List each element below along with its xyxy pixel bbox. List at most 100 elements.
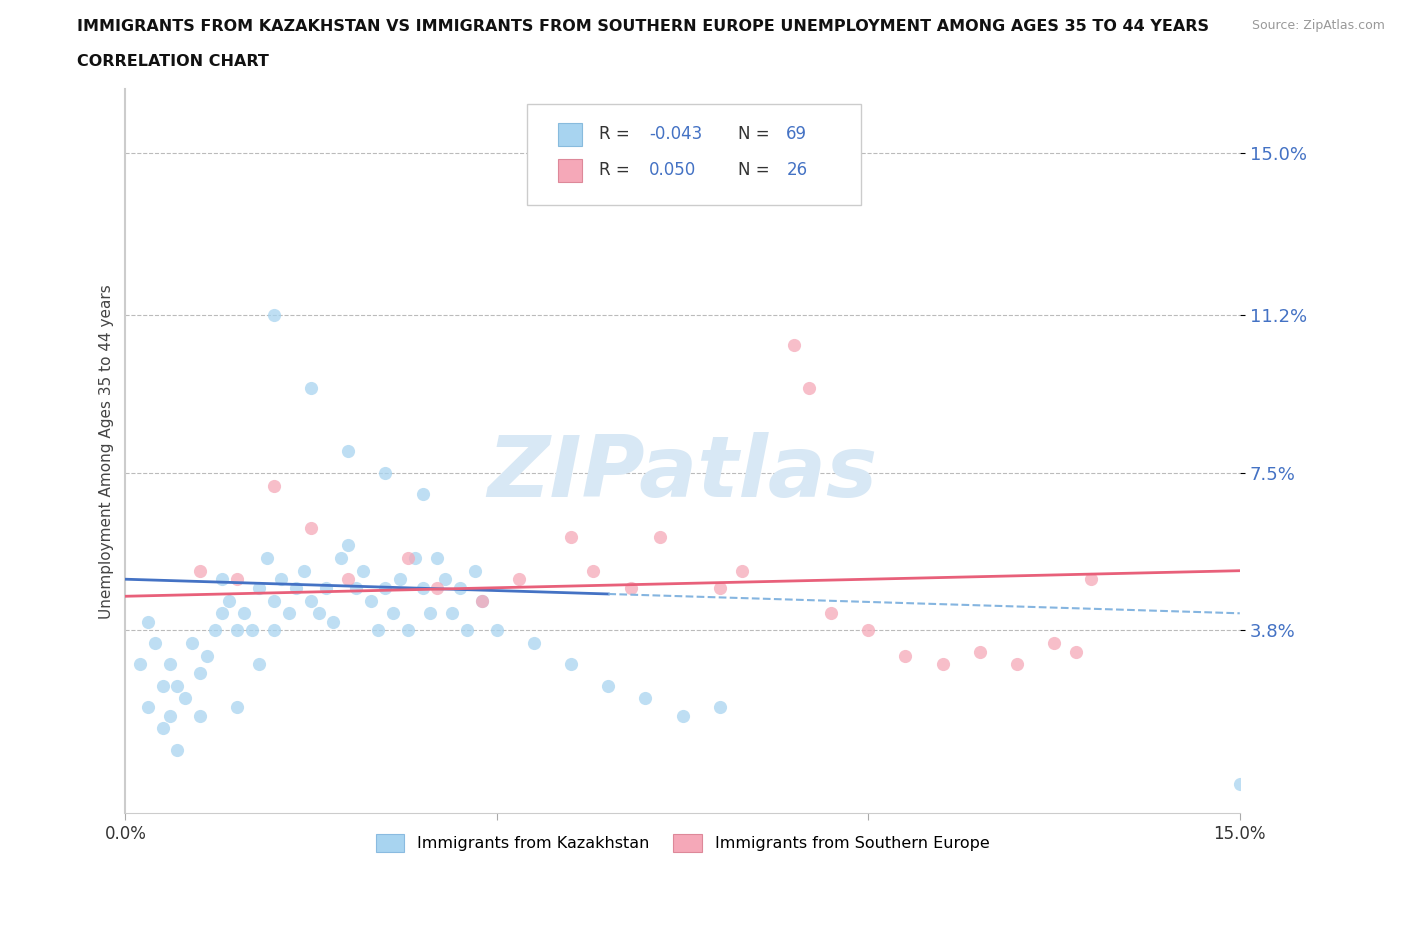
Point	[634, 691, 657, 706]
Point	[247, 580, 270, 595]
Point	[136, 615, 159, 630]
Text: R =: R =	[599, 125, 636, 142]
Text: IMMIGRANTS FROM KAZAKHSTAN VS IMMIGRANTS FROM SOUTHERN EUROPE UNEMPLOYMENT AMONG: IMMIGRANTS FROM KAZAKHSTAN VS IMMIGRANTS…	[77, 19, 1209, 33]
Point	[218, 593, 240, 608]
Point	[225, 572, 247, 587]
Text: 0.050: 0.050	[650, 161, 696, 179]
Point	[931, 657, 953, 671]
Point	[1043, 636, 1066, 651]
Point	[412, 580, 434, 595]
Text: CORRELATION CHART: CORRELATION CHART	[77, 54, 269, 69]
Point	[329, 551, 352, 565]
Point	[820, 605, 842, 620]
Point	[285, 580, 308, 595]
Point	[456, 623, 478, 638]
Point	[598, 678, 620, 693]
Point	[360, 593, 382, 608]
Point	[797, 380, 820, 395]
Point	[582, 564, 605, 578]
Point	[188, 564, 211, 578]
Point	[433, 572, 456, 587]
Point	[894, 648, 917, 663]
Point	[381, 605, 404, 620]
Point	[426, 551, 449, 565]
Point	[337, 572, 360, 587]
Point	[620, 580, 643, 595]
Point	[277, 605, 299, 620]
FancyBboxPatch shape	[527, 104, 860, 206]
Text: 26: 26	[786, 161, 807, 179]
Point	[299, 593, 322, 608]
Point	[560, 657, 582, 671]
Point	[523, 636, 546, 651]
Point	[783, 338, 806, 352]
Point	[270, 572, 292, 587]
Point	[166, 678, 188, 693]
Point	[143, 636, 166, 651]
Point	[129, 657, 152, 671]
Point	[969, 644, 991, 659]
Point	[263, 308, 285, 323]
Point	[426, 580, 449, 595]
Point	[256, 551, 278, 565]
Point	[471, 593, 494, 608]
Point	[337, 538, 360, 552]
Point	[247, 657, 270, 671]
Point	[508, 572, 530, 587]
Point	[188, 708, 211, 723]
Point	[389, 572, 412, 587]
Text: N =: N =	[738, 125, 775, 142]
Point	[560, 529, 582, 544]
Point	[1066, 644, 1088, 659]
Point	[166, 742, 188, 757]
Point	[374, 580, 396, 595]
Point	[181, 636, 204, 651]
Point	[731, 564, 754, 578]
Point	[1229, 777, 1251, 791]
Text: 69: 69	[786, 125, 807, 142]
Point	[441, 605, 464, 620]
Point	[404, 551, 426, 565]
Point	[412, 486, 434, 501]
Point	[672, 708, 695, 723]
Text: R =: R =	[599, 161, 640, 179]
Point	[225, 699, 247, 714]
Point	[174, 691, 197, 706]
Y-axis label: Unemployment Among Ages 35 to 44 years: Unemployment Among Ages 35 to 44 years	[100, 284, 114, 618]
Text: N =: N =	[738, 161, 775, 179]
Point	[211, 572, 233, 587]
Point	[152, 678, 174, 693]
Legend: Immigrants from Kazakhstan, Immigrants from Southern Europe: Immigrants from Kazakhstan, Immigrants f…	[367, 827, 998, 860]
Point	[195, 648, 218, 663]
Point	[152, 721, 174, 736]
Point	[159, 708, 181, 723]
Point	[263, 623, 285, 638]
Point	[322, 615, 344, 630]
Point	[233, 605, 256, 620]
Point	[352, 564, 374, 578]
Point	[650, 529, 672, 544]
Point	[1005, 657, 1028, 671]
Point	[204, 623, 226, 638]
Point	[308, 605, 330, 620]
Text: -0.043: -0.043	[650, 125, 703, 142]
Point	[263, 478, 285, 493]
Point	[315, 580, 337, 595]
Point	[211, 605, 233, 620]
Point	[337, 444, 360, 458]
Point	[374, 465, 396, 480]
Point	[299, 521, 322, 536]
Point	[464, 564, 486, 578]
Point	[136, 699, 159, 714]
Point	[367, 623, 389, 638]
Point	[225, 623, 247, 638]
FancyBboxPatch shape	[558, 159, 582, 182]
FancyBboxPatch shape	[558, 123, 582, 146]
Point	[292, 564, 315, 578]
Text: Source: ZipAtlas.com: Source: ZipAtlas.com	[1251, 19, 1385, 32]
Point	[419, 605, 441, 620]
Point	[299, 380, 322, 395]
Point	[263, 593, 285, 608]
Point	[449, 580, 471, 595]
Point	[709, 699, 731, 714]
